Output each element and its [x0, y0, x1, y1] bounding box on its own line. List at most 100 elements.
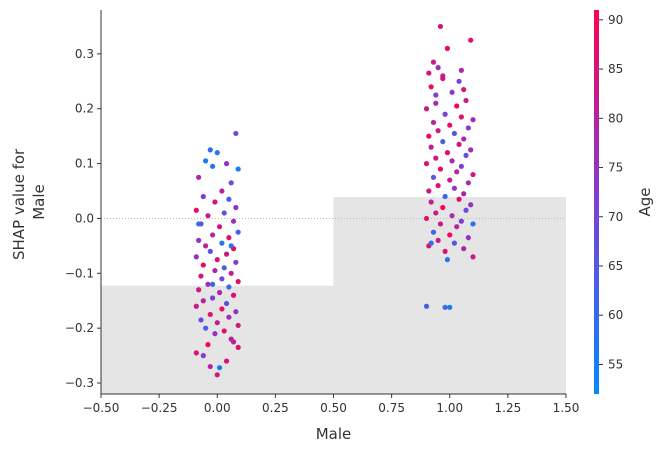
- data-point: [430, 229, 437, 235]
- data-point: [465, 125, 471, 131]
- data-point: [205, 281, 211, 287]
- data-point: [458, 114, 464, 120]
- y-axis-label-line-2: Male: [30, 184, 48, 220]
- data-point: [205, 213, 211, 219]
- data-point: [461, 191, 467, 197]
- y-tick-label: −0.3: [65, 376, 94, 390]
- data-point: [219, 276, 225, 282]
- data-point: [221, 210, 227, 216]
- colorbar-tick-label: 80: [608, 111, 623, 125]
- data-point: [223, 358, 230, 364]
- data-point: [193, 303, 199, 309]
- data-point: [203, 158, 209, 164]
- y-axis-label: SHAP value for Male: [10, 144, 48, 260]
- data-point: [444, 257, 451, 263]
- data-point: [228, 243, 234, 249]
- data-point: [423, 215, 430, 222]
- colorbar-tick-label: 70: [608, 210, 623, 224]
- data-point: [428, 240, 434, 246]
- data-point: [433, 155, 439, 161]
- data-point: [447, 177, 453, 183]
- data-point: [228, 270, 234, 276]
- data-point: [223, 300, 230, 307]
- data-point: [210, 281, 216, 287]
- data-point: [456, 78, 462, 84]
- data-point: [216, 289, 223, 296]
- data-point: [198, 273, 204, 279]
- data-point: [465, 180, 471, 186]
- data-point: [437, 166, 444, 172]
- data-point: [470, 171, 476, 178]
- data-point: [458, 67, 464, 73]
- data-point: [440, 204, 446, 211]
- colorbar-label: Age: [636, 187, 654, 216]
- data-point: [233, 309, 239, 315]
- data-point: [193, 350, 199, 356]
- data-point: [196, 237, 202, 243]
- data-point: [212, 331, 218, 337]
- data-point: [426, 70, 432, 76]
- data-point: [221, 328, 227, 334]
- data-point: [442, 248, 448, 254]
- x-tick-label: 1.50: [553, 401, 580, 415]
- data-point: [207, 363, 213, 370]
- data-point: [226, 314, 232, 320]
- data-point: [470, 254, 476, 260]
- data-point: [463, 97, 469, 104]
- data-point: [435, 237, 441, 243]
- data-point: [212, 267, 218, 274]
- data-point: [430, 174, 437, 180]
- data-point: [223, 251, 230, 257]
- data-point: [235, 229, 241, 235]
- data-point: [228, 180, 234, 186]
- data-point: [210, 232, 216, 238]
- data-point: [435, 65, 441, 71]
- data-point: [207, 147, 213, 153]
- colorbar-tick-label: 55: [608, 357, 623, 371]
- data-point: [216, 224, 223, 230]
- data-point: [451, 240, 457, 246]
- data-point: [447, 122, 453, 128]
- data-point: [193, 207, 199, 213]
- data-point: [442, 304, 448, 310]
- colorbar-tick-label: 90: [608, 13, 623, 27]
- colorbar-tick-label: 85: [608, 62, 623, 76]
- x-tick-label: 0.75: [378, 401, 405, 415]
- data-point: [437, 221, 444, 227]
- data-point: [468, 202, 474, 208]
- data-point: [230, 339, 237, 345]
- data-point: [230, 292, 237, 298]
- data-point: [442, 111, 448, 117]
- data-point: [226, 196, 232, 202]
- data-point: [433, 100, 439, 106]
- data-point: [212, 199, 218, 205]
- data-point: [205, 342, 211, 348]
- histogram-background: [101, 197, 566, 394]
- x-tick-label: 1.25: [495, 401, 522, 415]
- data-point: [463, 152, 469, 158]
- x-axis-label: Male: [316, 425, 352, 443]
- y-tick-label: 0.3: [75, 47, 94, 61]
- data-point: [233, 204, 239, 211]
- data-point: [200, 193, 206, 200]
- data-point: [461, 246, 467, 252]
- data-point: [235, 322, 241, 329]
- data-point: [463, 207, 469, 213]
- y-axis-label-line-1: SHAP value for: [10, 148, 28, 260]
- histogram-bar: [101, 285, 334, 394]
- data-point: [214, 320, 220, 326]
- y-tick-label: 0.2: [75, 102, 94, 116]
- data-point: [440, 139, 446, 145]
- data-point: [458, 163, 464, 169]
- data-point: [210, 295, 216, 301]
- data-point: [214, 372, 220, 378]
- x-tick-label: −0.25: [141, 401, 178, 415]
- data-point: [423, 106, 430, 112]
- data-point: [442, 193, 448, 200]
- data-point: [207, 248, 213, 254]
- data-point: [214, 257, 220, 263]
- data-point: [233, 130, 239, 137]
- scatter-points: [193, 23, 476, 378]
- data-point: [226, 235, 232, 241]
- data-point: [200, 353, 206, 359]
